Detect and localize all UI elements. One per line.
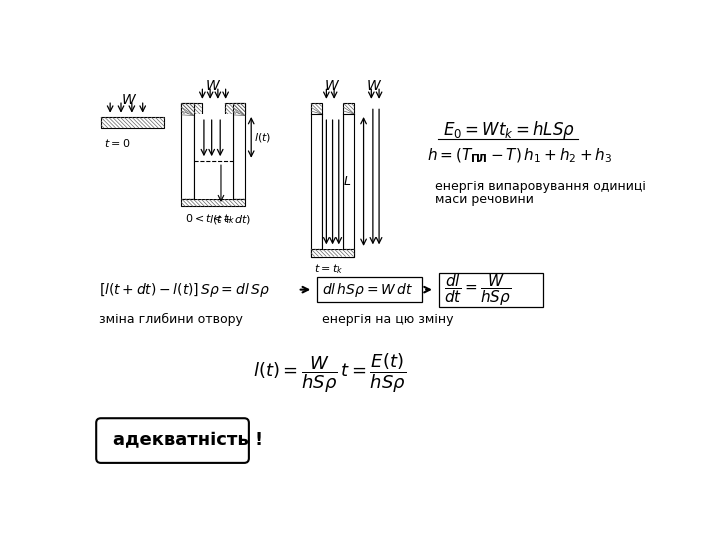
Text: $t = 0$: $t = 0$ [104,137,130,149]
Text: маси речовини: маси речовини [435,193,534,206]
Text: $0 < t < t_k$: $0 < t < t_k$ [184,213,235,226]
Text: $l(t) = \dfrac{W}{hS\rho}\,t = \dfrac{E(t)}{hS\rho}$: $l(t) = \dfrac{W}{hS\rho}\,t = \dfrac{E(… [253,351,406,395]
Text: $[l(t+dt) - l(t)]\,S\rho = dl\,S\rho$: $[l(t+dt) - l(t)]\,S\rho = dl\,S\rho$ [99,281,270,299]
Bar [233,103,245,199]
Text: $h = (T_{\mathbf{\Pi\!Л}} - T)\,h_1 + h_2 + h_3$: $h = (T_{\mathbf{\Pi\!Л}} - T)\,h_1 + h_… [427,146,613,165]
Text: адекватність !: адекватність ! [113,431,264,450]
Text: енергія на цю зміну: енергія на цю зміну [323,313,454,326]
Bar [101,117,164,128]
Text: $W$: $W$ [325,79,341,93]
Text: $t = t_k$: $t = t_k$ [314,262,343,276]
Text: $W$: $W$ [366,79,382,93]
Bar [343,103,354,256]
Bar [311,249,354,256]
Bar [181,199,245,206]
Bar [322,114,343,249]
FancyBboxPatch shape [96,418,249,463]
Text: $E_0 = Wt_k = hLS\rho$: $E_0 = Wt_k = hLS\rho$ [443,119,575,141]
Bar [181,103,194,199]
Text: зміна глибини отвору: зміна глибини отвору [99,313,243,326]
Bar [311,103,322,256]
Text: $W$: $W$ [205,79,221,93]
Bar [194,114,233,199]
Text: $\dfrac{dl}{dt} = \dfrac{W}{hS\rho}$: $\dfrac{dl}{dt} = \dfrac{W}{hS\rho}$ [444,272,511,307]
Text: $dl\,hS\rho = W\,dt$: $dl\,hS\rho = W\,dt$ [323,281,413,299]
Bar [225,103,245,114]
FancyBboxPatch shape [317,278,423,302]
Text: $l(t+dt)$: $l(t+dt)$ [210,213,252,226]
Text: $L$: $L$ [343,175,351,188]
Text: енергія випаровування одиниці: енергія випаровування одиниці [435,180,646,193]
Text: $l(t)$: $l(t)$ [254,131,271,144]
FancyBboxPatch shape [438,273,543,307]
Text: $W$: $W$ [121,92,137,106]
Bar [181,103,202,114]
